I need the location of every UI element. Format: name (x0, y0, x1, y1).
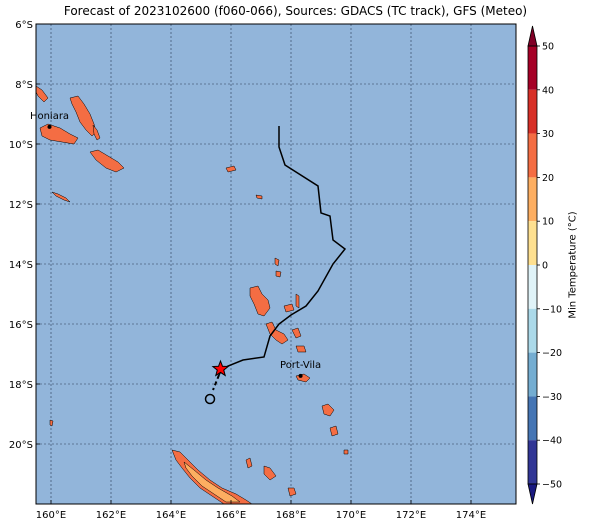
colorbar-tick-label: 50 (542, 42, 554, 53)
land-banks (275, 270, 282, 278)
map-gridlines (36, 24, 516, 504)
city-dot (47, 124, 52, 129)
city-label: Honiara (30, 111, 69, 122)
land-pentecost (291, 327, 302, 339)
lat-tick-label: 8°S (15, 80, 33, 91)
colorbar-tick-label: −40 (542, 436, 562, 447)
tc-track-forecast (212, 374, 220, 391)
land-aneityum (343, 449, 349, 455)
lat-tick-label: 12°S (9, 200, 33, 211)
lat-tick-label: 16°S (9, 320, 33, 331)
tc-current-position-star (211, 359, 230, 377)
city-label: Port-Vila (280, 360, 321, 371)
land-torres (274, 257, 280, 267)
colorbar: 50 40 30 20 10 0 −10 −20 −30 −40 −50 (527, 25, 562, 505)
land-maewo (295, 293, 300, 309)
lat-tick-label: 14°S (9, 260, 33, 271)
city-dot (298, 373, 303, 378)
colorbar-extend-max (527, 25, 538, 47)
colorbar-tick-label: 0 (542, 261, 548, 272)
land-loyalty-lifou (263, 465, 277, 481)
lat-tick-label: 10°S (9, 140, 33, 151)
colorbar-label: Min Temperature (°C) (567, 211, 579, 319)
figure-title: Forecast of 2023102600 (f060-066), Sourc… (63, 4, 528, 18)
map-frame (35, 23, 517, 505)
lon-tick-label: 174°E (456, 510, 486, 521)
land-ambae (283, 303, 295, 313)
land-erromango (321, 403, 335, 417)
colorbar-tick-label: −10 (542, 304, 562, 315)
land-malaita (92, 124, 101, 141)
lon-tick-label: 172°E (396, 510, 426, 521)
land-santa-cruz (225, 165, 237, 173)
colorbar-tick-label: −30 (542, 392, 562, 403)
land-epi (295, 345, 307, 353)
lon-tick-label: 170°E (336, 510, 366, 521)
colorbar-level (528, 89, 537, 134)
colorbar-level (528, 221, 537, 265)
colorbar-level (528, 396, 537, 441)
land-rennell (51, 191, 71, 203)
tc-track-line (218, 126, 347, 376)
colorbar-level (528, 265, 537, 309)
colorbar-extend-min (527, 483, 538, 505)
lat-tick-label: 6°S (15, 20, 33, 31)
lon-tick-label: 166°E (216, 510, 246, 521)
colorbar-level (528, 177, 537, 222)
lon-tick-label: 164°E (156, 510, 186, 521)
land-islet-1 (255, 194, 263, 200)
lon-tick-label: 168°E (276, 510, 306, 521)
colorbar-tick-label: 20 (542, 173, 554, 184)
colorbar-tick-label: −20 (542, 348, 562, 359)
colorbar-tick-label: −50 (542, 480, 562, 491)
colorbar-level (528, 308, 537, 353)
lon-tick-label: 162°E (96, 510, 126, 521)
lon-tick-label: 160°E (36, 510, 66, 521)
colorbar-level (528, 133, 537, 178)
colorbar-tick-label: 10 (542, 217, 554, 228)
land-masses (35, 85, 349, 505)
tc-track (204, 126, 347, 405)
land-guadalcanal (39, 123, 79, 145)
land-malekula (265, 321, 289, 345)
tc-forecast-end-marker (204, 393, 216, 405)
colorbar-level (528, 352, 537, 397)
land-new-caledonia (171, 449, 253, 505)
land-makira (89, 149, 125, 173)
land-new-caledonia-interior (183, 461, 241, 503)
land-loyalty-mare (287, 487, 297, 497)
land-loyalty-ouvea (245, 457, 253, 469)
colorbar-level (528, 46, 537, 90)
land-belep (49, 419, 54, 427)
land-espiritu-santo (249, 285, 271, 317)
map-axes: 160°E 162°E 164°E 166°E 168°E 170°E 172°E 174°E… (9, 20, 486, 521)
lat-tick-label: 20°S (9, 440, 33, 451)
land-tanna (329, 425, 339, 437)
colorbar-tick-label: 40 (542, 85, 554, 96)
city-markers: Honiara Port-Vila (30, 111, 321, 378)
lat-tick-label: 18°S (9, 380, 33, 391)
colorbar-level (528, 440, 537, 484)
colorbar-tick-label: 30 (542, 129, 554, 140)
